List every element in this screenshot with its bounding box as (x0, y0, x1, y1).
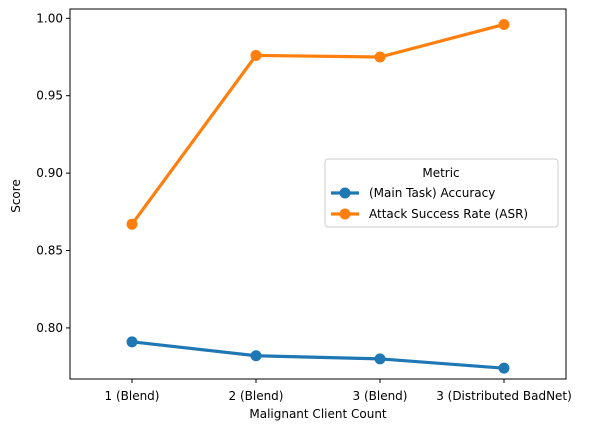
legend-entry: (Main Task) Accuracy (331, 186, 495, 200)
legend-label: (Main Task) Accuracy (369, 186, 495, 200)
x-tick-label: 3 (Blend) (353, 389, 408, 403)
plot-frame (69, 8, 567, 380)
series-1 (126, 336, 510, 374)
data-point (250, 49, 262, 61)
plot-border (69, 8, 567, 380)
x-axis-ticks: 1 (Blend) 2 (Blend) 3 (Blend) 3 (Distribute… (105, 379, 572, 403)
series-2 (126, 18, 510, 230)
data-point (374, 51, 386, 63)
y-tick-label: 0.85 (36, 244, 63, 258)
data-point (498, 18, 510, 30)
legend-box (324, 158, 559, 228)
data-point (126, 336, 138, 348)
legend-swatch-marker (339, 208, 351, 220)
y-tick-label: 0.90 (36, 166, 63, 180)
data-point (126, 218, 138, 230)
legend-entries: (Main Task) Accuracy Attack Success Rate … (331, 186, 528, 221)
y-tick-label: 1.00 (36, 11, 63, 25)
series-line (130, 340, 506, 370)
legend-title: Metric (422, 166, 459, 180)
legend-swatch-marker (339, 187, 351, 199)
series-line (130, 22, 506, 226)
y-axis-ticks: 0.80 0.85 0.90 0.95 1.00 (36, 11, 70, 335)
y-axis-label: Score (9, 179, 23, 213)
x-tick-label: 1 (Blend) (105, 389, 160, 403)
data-point (250, 350, 262, 362)
x-tick-label: 2 (Blend) (229, 389, 284, 403)
x-axis-label: Malignant Client Count (249, 407, 387, 421)
x-tick-label: 3 (Distributed BadNet) (436, 389, 572, 403)
legend: Metric (Main Task) Accuracy Attack Succes… (324, 158, 559, 228)
series-layer (126, 18, 510, 374)
y-tick-label: 0.95 (36, 89, 63, 103)
data-point (374, 353, 386, 365)
data-point (498, 362, 510, 374)
legend-label: Attack Success Rate (ASR) (369, 207, 528, 221)
legend-entry: Attack Success Rate (ASR) (331, 207, 528, 221)
y-tick-label: 0.80 (36, 321, 63, 335)
